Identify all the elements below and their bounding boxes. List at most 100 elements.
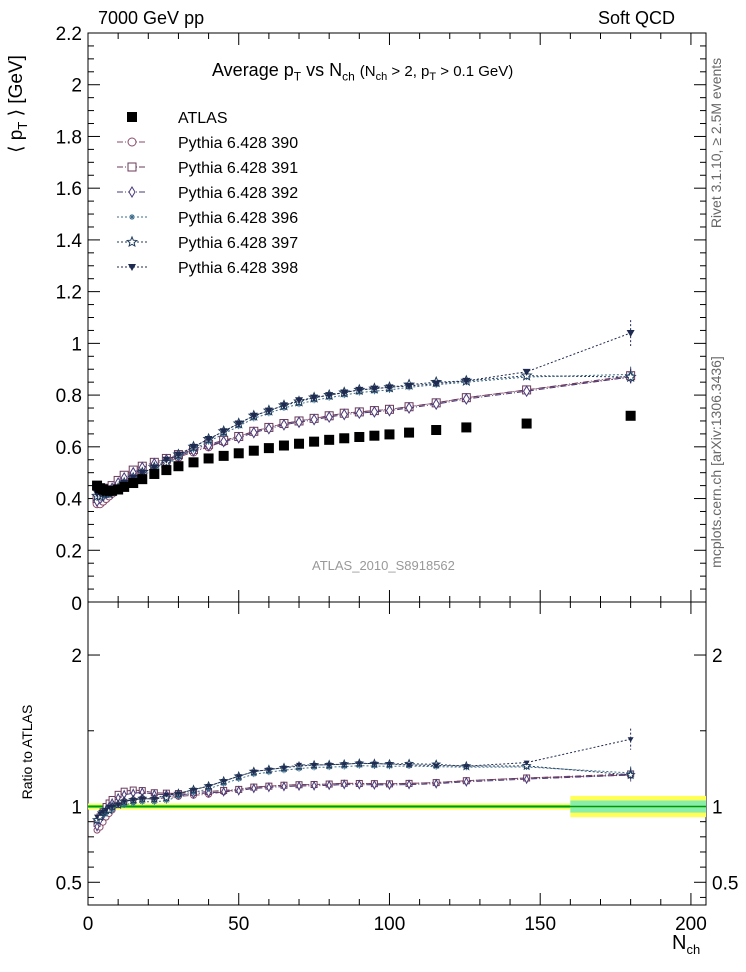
ratio-point-p396: [130, 800, 137, 807]
ratio-point-p396: [296, 765, 303, 772]
ylabel-main-end: ⟩ [GeV]: [6, 55, 27, 117]
ratio-point-p392: [433, 778, 439, 789]
ratio-point-p398: [326, 762, 333, 768]
title-main: Average p: [212, 60, 294, 80]
data-point-atlas: [294, 438, 305, 449]
data-point-p392: [370, 405, 378, 418]
ratio-point-p398: [151, 796, 158, 802]
header-right: Soft QCD: [598, 8, 676, 28]
legend-label: Pythia 6.428 392: [178, 185, 298, 202]
data-point-p398: [249, 412, 258, 420]
ratio-point-p392: [356, 779, 362, 790]
ratio-point-p398: [235, 774, 242, 780]
data-point-atlas: [461, 422, 472, 433]
y-axis-label-main: ⟨ pT ⟩ [GeV]: [5, 34, 31, 174]
title-cond-close: > 0.1 GeV): [440, 63, 514, 80]
ratio-point-p398: [386, 761, 393, 767]
data-point-atlas: [263, 443, 274, 454]
data-point-p392: [385, 404, 394, 417]
ratio-point-p392: [94, 821, 100, 832]
y-tick-label-main: 0.4: [56, 490, 83, 511]
data-point-atlas: [173, 461, 184, 472]
ratio-point-p398: [97, 811, 104, 817]
data-point-p398: [385, 384, 394, 392]
y-tick-label-main: 1.8: [56, 127, 82, 148]
ratio-point-p398: [523, 760, 530, 766]
y-tick-label-ratio-left: 1: [71, 798, 82, 819]
ylabel-main-text: ⟨ p: [6, 129, 27, 153]
ratio-point-p398: [463, 764, 470, 770]
legend-label: Pythia 6.428 391: [178, 160, 298, 177]
ratio-point-p398: [311, 762, 318, 768]
ratio-point-p398: [175, 791, 182, 797]
data-point-p398: [174, 451, 183, 459]
data-point-p398: [626, 330, 635, 338]
data-point-p398: [219, 428, 228, 436]
data-point-atlas: [431, 425, 442, 436]
data-point-p398: [355, 386, 364, 394]
legend-marker-p396: [129, 214, 135, 220]
data-point-atlas: [339, 433, 350, 444]
ratio-point-p392: [251, 783, 257, 794]
ratio-point-p396: [121, 801, 128, 808]
ratio-point-p392: [281, 781, 287, 792]
y-tick-label-main: 1.2: [56, 283, 82, 304]
y-tick-label-main: 2.2: [56, 24, 82, 45]
data-point-p398: [189, 443, 198, 451]
data-point-atlas: [161, 465, 172, 476]
data-point-atlas: [218, 450, 229, 461]
data-point-p392: [235, 431, 243, 444]
legend-label: ATLAS: [178, 110, 228, 127]
data-point-p398: [279, 402, 288, 410]
data-point-atlas: [113, 484, 124, 495]
ratio-point-p398: [163, 792, 170, 798]
ratio-point-p392: [463, 776, 469, 787]
side-text-top: Rivet 3.1.10, ≥ 2.5M events: [708, 57, 724, 229]
data-point-atlas: [119, 481, 130, 492]
ratio-frame: [87, 601, 707, 906]
y-tick-label-ratio-left: 2: [71, 646, 82, 667]
x-tick-label: 0: [83, 914, 94, 935]
ratio-point-p398: [205, 784, 212, 790]
legend-marker-p398: [128, 264, 136, 271]
title-cond-sub1: ch: [375, 71, 388, 83]
data-point-p392: [280, 418, 288, 431]
data-point-p398: [310, 394, 319, 402]
y-tick-label-ratio-right: 1: [712, 798, 723, 819]
ratio-point-p398: [139, 796, 146, 802]
legend-marker-p391: [127, 162, 137, 172]
ratio-point-p398: [121, 799, 128, 805]
title-vs: vs N: [306, 60, 343, 80]
data-point-atlas: [188, 457, 199, 468]
series-line-ratio: [96, 762, 631, 821]
data-point-atlas: [137, 474, 148, 485]
x-tick-label: 200: [675, 914, 707, 935]
ratio-point-p398: [103, 808, 110, 814]
legend-label: Pythia 6.428 398: [178, 260, 298, 277]
y-tick-label-ratio-right: 0.5: [712, 873, 738, 894]
y-tick-label-main: 2: [71, 76, 82, 97]
data-point-p398: [264, 407, 273, 415]
data-point-atlas: [278, 440, 289, 451]
data-point-p398: [405, 383, 414, 391]
data-point-atlas: [107, 485, 118, 496]
title-cond-open: (N: [359, 63, 376, 80]
ratio-point-p397: [625, 769, 636, 780]
ratio-point-p396: [151, 798, 158, 805]
title-vs-sub: ch: [342, 69, 355, 84]
ratio-point-p398: [220, 779, 227, 785]
y-tick-label-main: 0.2: [56, 541, 82, 562]
main-plot-area: 0.2 0.4 0.6 0.8 1 1.2 1.4 1.6 1.8 2 2.2 0: [56, 24, 707, 615]
data-point-atlas: [203, 453, 214, 464]
data-point-p392: [405, 402, 413, 414]
ratio-point-p392: [266, 782, 272, 793]
data-point-atlas: [324, 434, 335, 445]
ratio-point-p398: [371, 761, 378, 767]
data-point-p392: [295, 416, 303, 429]
legend: ATLAS Pythia 6.428 390 Pythia 6.428 391 Pyt…: [117, 110, 298, 277]
data-point-atlas: [128, 478, 139, 489]
data-point-p392: [265, 422, 273, 435]
ratio-point-p398: [190, 787, 197, 793]
data-point-p392: [325, 411, 333, 424]
